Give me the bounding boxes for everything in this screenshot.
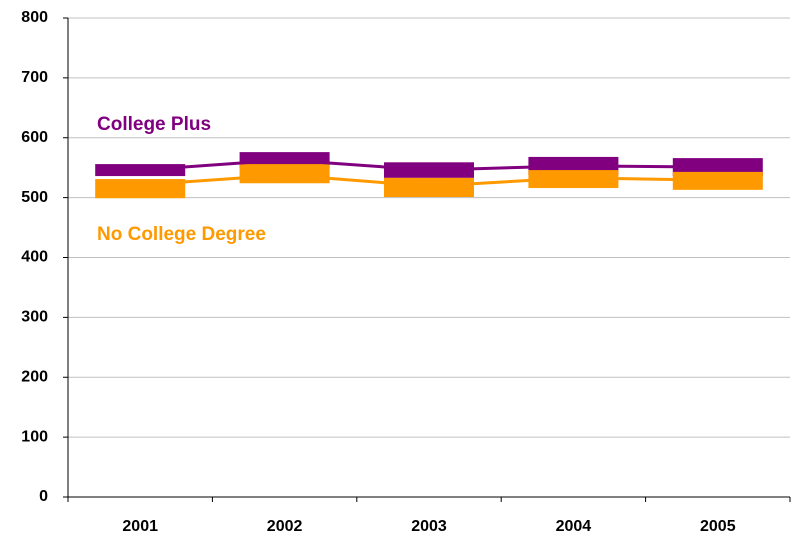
y-tick-label: 300 [21, 309, 48, 326]
x-tick-label: 2002 [267, 518, 303, 535]
series-line [140, 173, 718, 188]
y-tick-label: 700 [21, 69, 48, 86]
y-tick-label: 500 [21, 189, 48, 206]
y-tick-label: 600 [21, 129, 48, 146]
series-label: No College Degree [97, 224, 266, 245]
y-tick-label: 200 [21, 368, 48, 385]
series-line [140, 158, 718, 172]
y-tick-label: 400 [21, 249, 48, 266]
x-tick-label: 2004 [556, 518, 592, 535]
x-tick-label: 2005 [700, 518, 736, 535]
x-tick-label: 2001 [122, 518, 158, 535]
y-tick-label: 800 [21, 9, 48, 26]
series-label: College Plus [97, 114, 211, 135]
range-box [672, 171, 763, 190]
x-tick-label: 2003 [411, 518, 447, 535]
y-tick-label: 0 [39, 488, 48, 505]
y-tick-label: 100 [21, 428, 48, 445]
